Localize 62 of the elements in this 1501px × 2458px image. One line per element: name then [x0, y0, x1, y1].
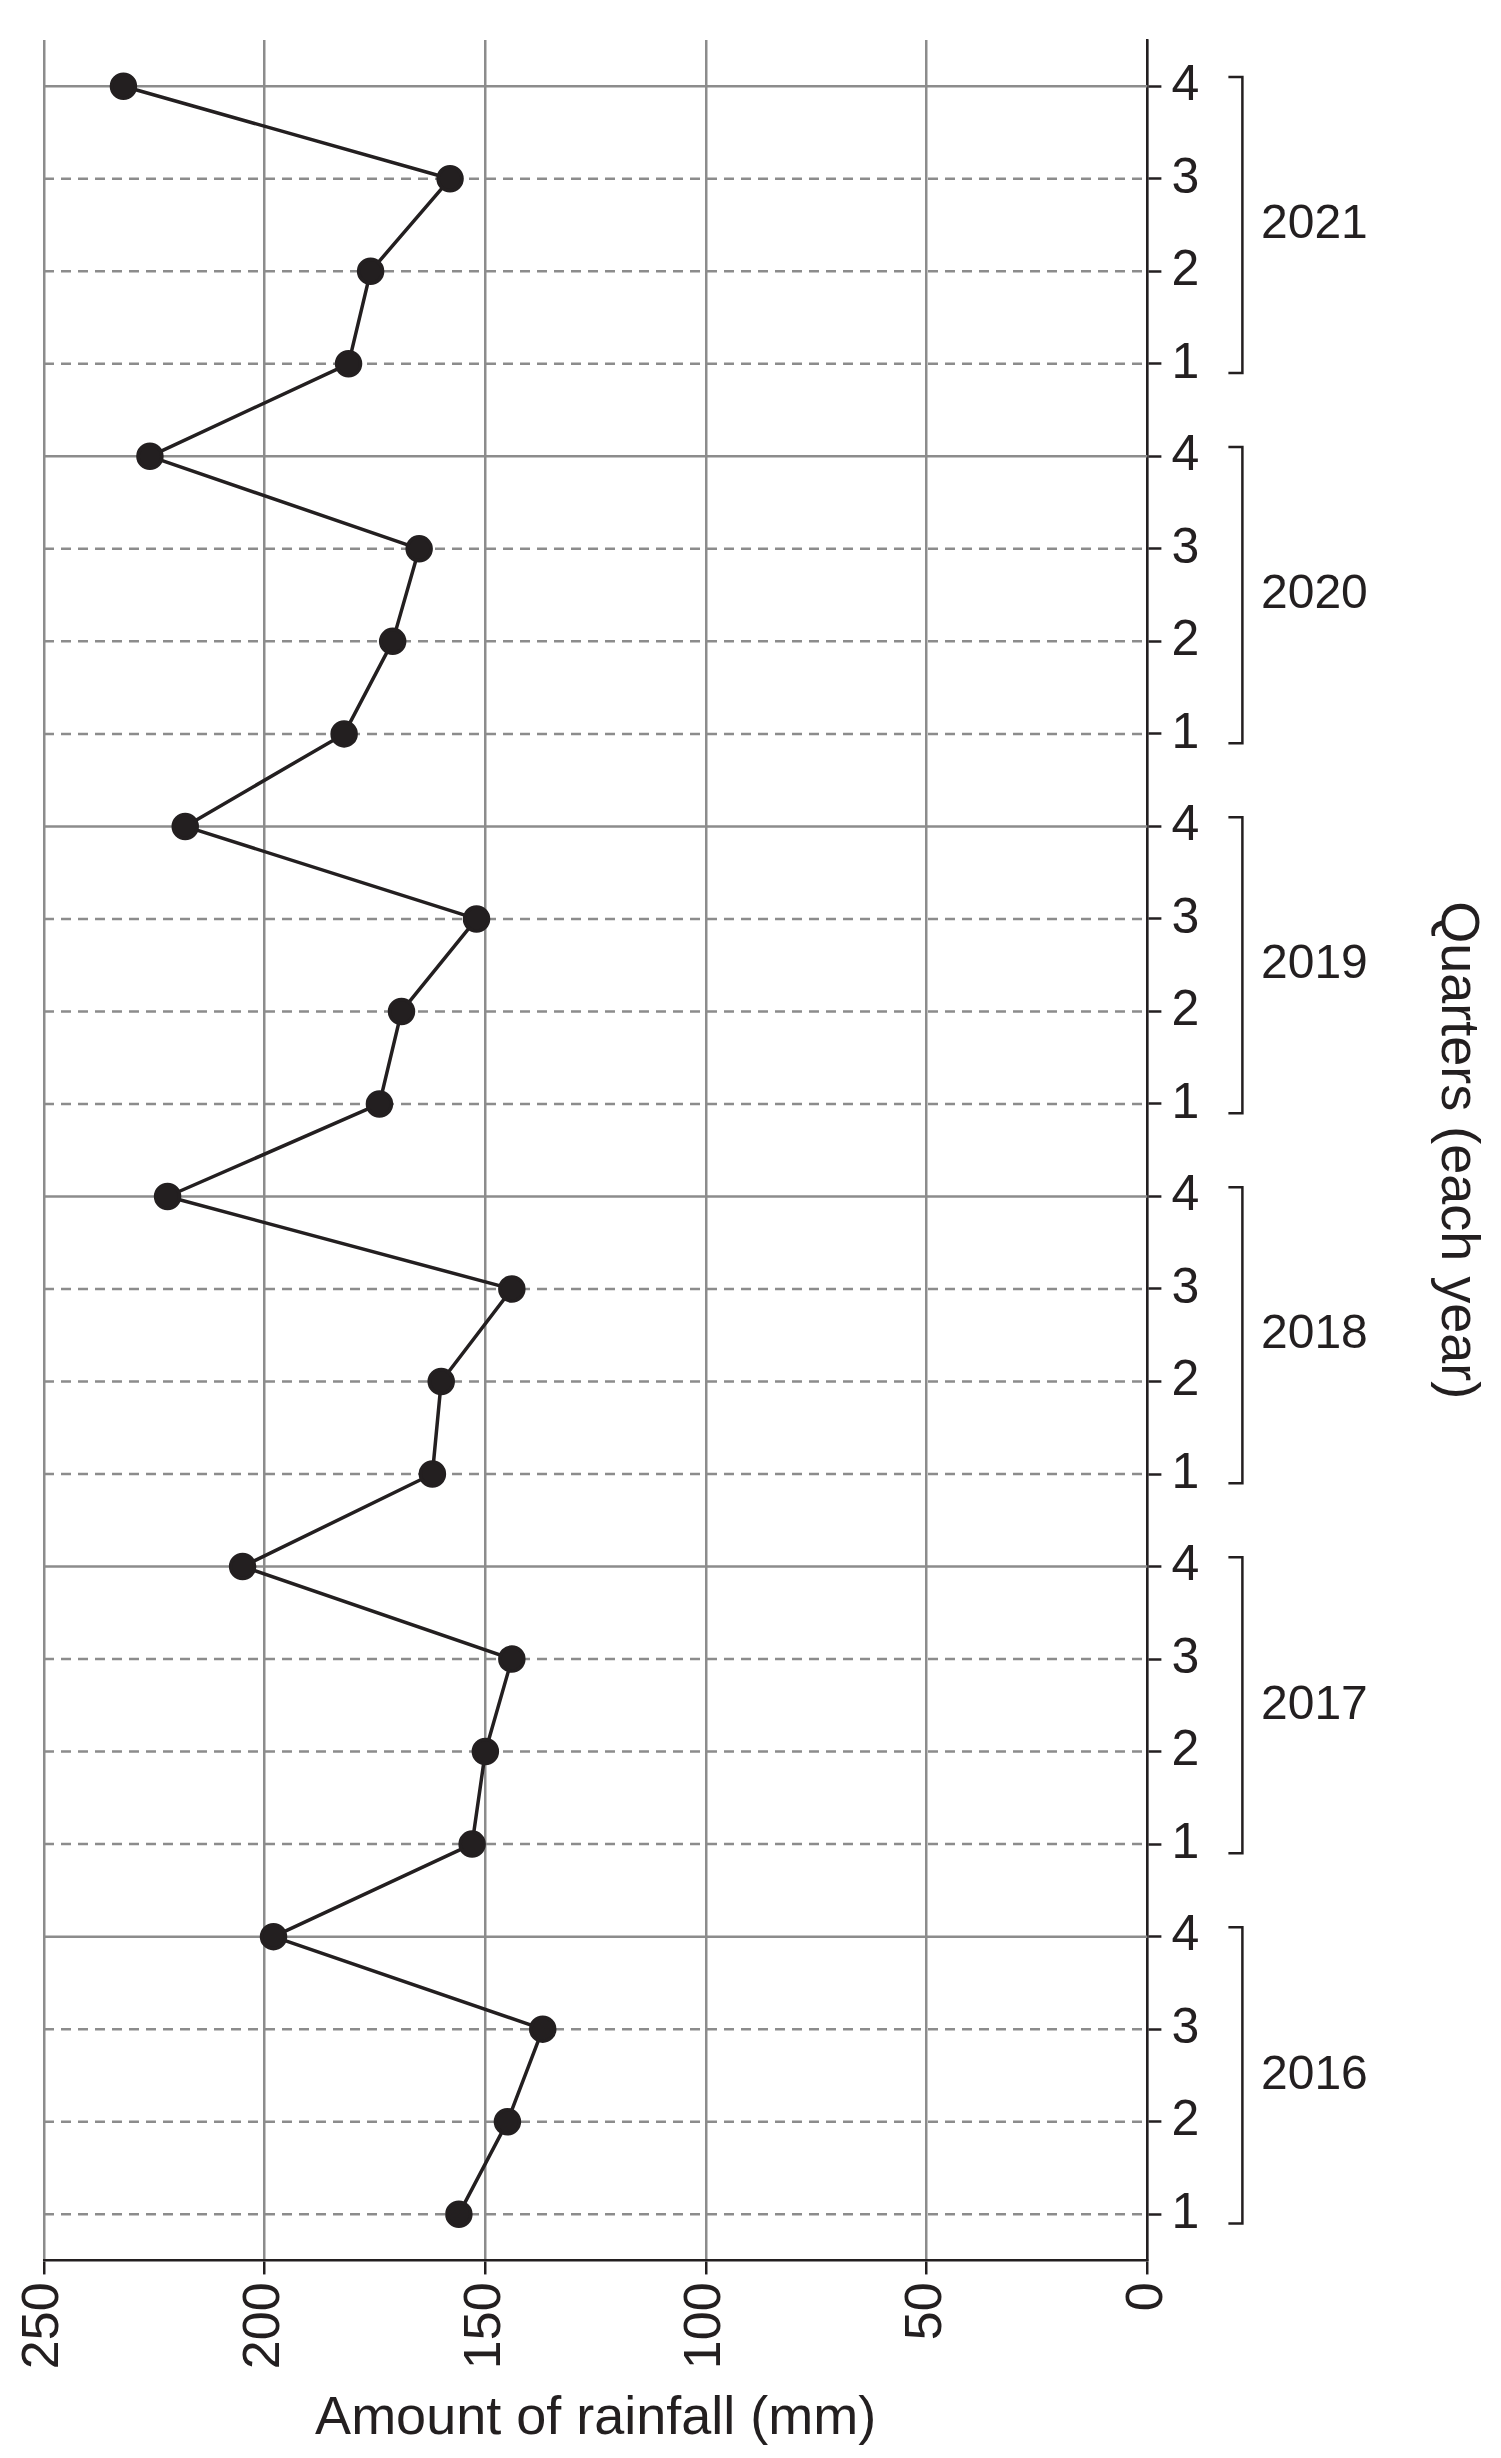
point	[228, 1552, 257, 1581]
y-tick-label: 4	[1171, 1165, 1200, 1222]
y-tick-label: 3	[1171, 887, 1200, 944]
point	[334, 350, 363, 378]
point	[387, 997, 416, 1026]
point	[528, 2015, 557, 2043]
point	[498, 1645, 526, 1673]
y-tick-label: 4	[1171, 425, 1200, 482]
y-tick-label: 1	[1171, 332, 1200, 389]
text: 2021	[1261, 195, 1368, 249]
y-tick-label: 4	[1171, 1535, 1200, 1592]
x-tick-label: 200	[232, 2282, 291, 2370]
y-tick-label: 2	[1171, 980, 1200, 1037]
y-tick-label: 3	[1171, 1997, 1200, 2054]
point	[365, 1090, 394, 1118]
point	[171, 812, 199, 841]
y-tick-label: 4	[1171, 55, 1200, 112]
y-tick-label: 1	[1171, 702, 1200, 759]
x-tick-label: 0	[1114, 2282, 1173, 2312]
y-tick-label: 2	[1171, 610, 1200, 667]
point	[498, 1275, 526, 1303]
y-tick-label: 3	[1171, 517, 1200, 574]
point	[153, 1182, 182, 1211]
point	[330, 720, 358, 748]
point	[418, 1460, 447, 1488]
point	[109, 72, 138, 101]
y-tick-label: 4	[1171, 1905, 1200, 1962]
y-tick-label: 2	[1171, 1350, 1200, 1407]
y-tick-label: 2	[1171, 2090, 1200, 2147]
y-tick-label: 1	[1171, 1072, 1200, 1129]
text: 2016	[1261, 2045, 1368, 2099]
point	[471, 1737, 500, 1766]
point	[259, 1922, 288, 1951]
y-tick-label: 3	[1171, 1257, 1200, 1314]
point	[356, 257, 385, 286]
text: 2020	[1261, 565, 1368, 619]
text: 2018	[1261, 1305, 1368, 1359]
y-axis-title: Quarters (each year)	[1430, 901, 1491, 1400]
point	[493, 2107, 522, 2136]
x-tick-label: 250	[11, 2282, 70, 2370]
y-tick-label: 2	[1171, 1720, 1200, 1777]
y-tick-label: 1	[1171, 1812, 1200, 1869]
point	[378, 627, 407, 656]
point	[427, 1367, 455, 1396]
y-tick-label: 3	[1171, 147, 1200, 204]
text: 2017	[1261, 1675, 1368, 1729]
y-tick-label: 1	[1171, 2182, 1200, 2239]
y-tick-label: 3	[1171, 1627, 1200, 1684]
point	[405, 535, 433, 563]
x-axis-title: Amount of rainfall (mm)	[315, 2385, 877, 2446]
point	[445, 2200, 473, 2228]
x-tick-label: 150	[452, 2282, 511, 2370]
point	[136, 442, 164, 471]
x-tick-label: 100	[673, 2282, 732, 2370]
y-tick-label: 2	[1171, 240, 1200, 297]
y-tick-label: 4	[1171, 795, 1200, 852]
text: 2019	[1261, 935, 1368, 989]
y-tick-label: 1	[1171, 1442, 1200, 1499]
point	[436, 165, 464, 193]
point	[458, 1830, 486, 1858]
point	[462, 905, 491, 933]
x-tick-label: 50	[894, 2282, 953, 2341]
